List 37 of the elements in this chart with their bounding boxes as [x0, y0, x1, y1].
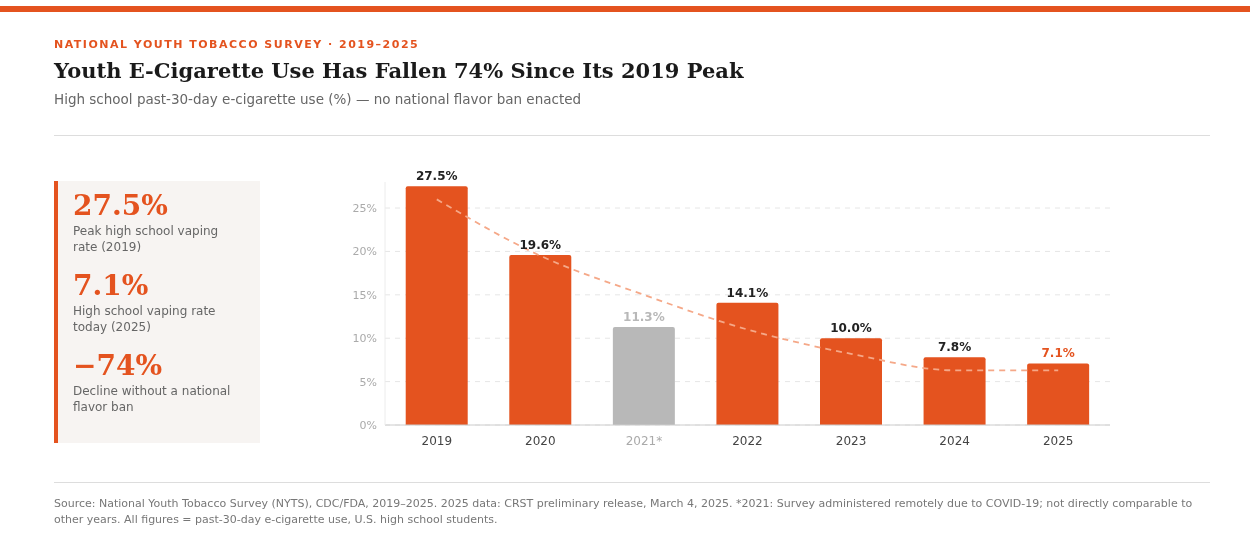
y-tick-label: 10%: [352, 332, 377, 346]
chart-title: Youth E-Cigarette Use Has Fallen 74% Since Its 2019 Peak: [54, 58, 744, 83]
text: High school vaping rate today (2025): [73, 303, 217, 335]
x-tick-label: 2025: [1042, 434, 1074, 448]
x-tick-label: 2024: [939, 434, 970, 448]
y-tick-label: 15%: [352, 288, 377, 302]
chart-subtitle: High school past-30-day e-cigarette use (%) — no national flavor ban enacted: [54, 91, 582, 107]
data-label: 7.8%: [937, 340, 972, 355]
text: −74%: [73, 349, 164, 383]
text: Decline without a national flavor ban: [73, 383, 232, 415]
x-tick-label: 2021*: [625, 434, 663, 448]
bar: [716, 302, 779, 425]
bar: [1027, 363, 1090, 425]
data-label: 11.3%: [623, 309, 665, 324]
data-label: 27.5%: [415, 169, 458, 184]
data-label: 7.1%: [1041, 346, 1075, 361]
x-tick-label: 2019: [421, 434, 453, 448]
x-tick-label: 2023: [835, 434, 867, 448]
x-tick-label: 2020: [525, 434, 556, 448]
data-label: 10.0%: [830, 321, 872, 336]
source-note: Source: National Youth Tobacco Survey (NYTS), CDC/FDA, 2019–2025. 2025 data: CRST preliminary release, March 4, 2025. *2021: Survey administered remotely due to COVID-19; not directly comparable to other years. All figures = past-30-day e-cigarette use, U.S. high school students.: [54, 496, 1194, 528]
x-tick-label: 2022: [732, 434, 763, 448]
text: 27.5%: [73, 189, 169, 223]
bar: [612, 326, 675, 425]
y-tick-label: 5%: [359, 375, 377, 389]
data-label: 14.1%: [726, 285, 769, 300]
bar: [509, 254, 572, 425]
data-label: 19.6%: [519, 237, 562, 252]
bar: [820, 338, 882, 425]
text: 7.1%: [73, 269, 150, 303]
text: NATIONAL YOUTH TOBACCO SURVEY · 2019–2025: [54, 38, 420, 51]
y-tick-label: 0%: [359, 418, 377, 432]
text: Peak high school vaping rate (2019): [73, 223, 220, 255]
y-tick-label: 20%: [352, 245, 377, 259]
bar: [405, 186, 468, 425]
bar: [923, 357, 986, 425]
y-tick-label: 25%: [352, 201, 377, 215]
